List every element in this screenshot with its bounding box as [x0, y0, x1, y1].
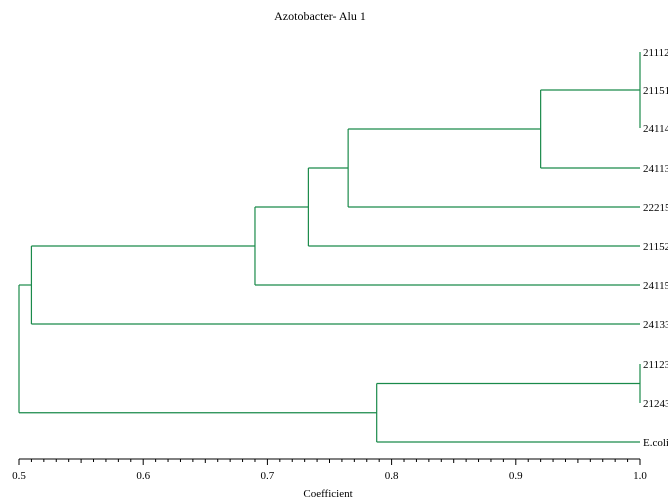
x-tick-label: 0.5 — [12, 470, 26, 482]
x-tick-label: 0.9 — [509, 470, 523, 482]
leaf-label-22215: 22215 — [643, 202, 668, 214]
leaf-label-24113: 24113 — [643, 163, 668, 175]
leaf-label-24115: 24115 — [643, 280, 668, 292]
leaf-label-ecoli: E.coli — [643, 437, 668, 449]
leaf-label-21151: 21151 — [643, 85, 668, 97]
leaf-labels: 21112 21151 24114 24113 22215 21152 24115 24133… — [643, 47, 668, 449]
x-axis: 0.5 0.6 0.7 0.8 0.9 1.0 — [12, 458, 647, 482]
x-tick-label: 0.8 — [385, 470, 399, 482]
leaf-label-21152: 21152 — [643, 241, 668, 253]
x-tick-label: 0.6 — [136, 470, 150, 482]
x-axis-label: Coefficient — [303, 488, 352, 500]
x-tick-label: 0.7 — [261, 470, 275, 482]
leaf-label-21243: 21243 — [643, 398, 668, 410]
leaf-label-24114: 24114 — [643, 123, 668, 135]
chart-title: Azotobacter- Alu 1 — [274, 9, 366, 23]
dendrogram-tree — [18, 52, 641, 443]
leaf-label-21112: 21112 — [643, 47, 668, 59]
leaf-label-21123: 21123 — [643, 359, 668, 371]
x-tick-label: 1.0 — [633, 470, 647, 482]
leaf-label-24133: 24133 — [643, 319, 668, 331]
